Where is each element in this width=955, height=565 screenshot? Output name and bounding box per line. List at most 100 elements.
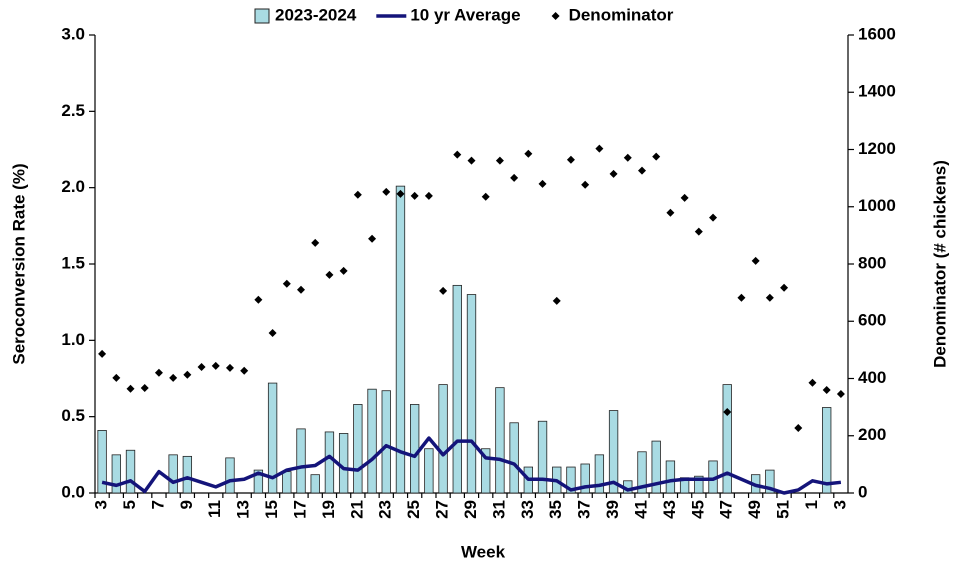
- x-tick-label: 19: [319, 500, 338, 519]
- point: [481, 192, 490, 201]
- bar: [310, 474, 320, 494]
- point: [353, 190, 362, 199]
- point: [282, 279, 291, 288]
- x-tick-label: 13: [234, 500, 253, 519]
- point: [112, 373, 121, 382]
- bar: [509, 422, 519, 494]
- legend-label: Denominator: [569, 5, 674, 24]
- bar: [765, 469, 775, 494]
- x-axis-title: Week: [461, 542, 506, 561]
- x-tick-label: 15: [262, 500, 281, 519]
- bar: [395, 185, 406, 494]
- x-tick-label: 5: [120, 500, 139, 509]
- bar: [324, 431, 335, 494]
- point: [822, 385, 831, 394]
- x-tick-label: 39: [603, 500, 622, 519]
- x-tick-label: 37: [575, 500, 594, 519]
- point: [254, 295, 263, 304]
- y2-tick-label: 1200: [858, 139, 896, 158]
- average-line: [101, 436, 842, 495]
- point: [424, 191, 433, 200]
- point: [396, 189, 405, 198]
- point: [98, 349, 107, 358]
- point: [225, 363, 234, 372]
- bar: [410, 404, 420, 494]
- point: [439, 286, 448, 295]
- y2-tick-label: 600: [858, 311, 886, 330]
- bar: [637, 451, 647, 494]
- y2-tick-label: 1400: [858, 82, 896, 101]
- bar: [822, 407, 832, 494]
- bar: [296, 428, 306, 494]
- point: [723, 407, 732, 416]
- point: [652, 152, 661, 161]
- x-tick-label: 29: [461, 500, 480, 519]
- bar: [381, 390, 391, 494]
- bar: [225, 457, 235, 494]
- bar: [125, 449, 136, 494]
- x-tick-label: 51: [774, 500, 793, 519]
- bar: [267, 382, 278, 494]
- x-tick-label: 31: [489, 500, 508, 519]
- y2-tick-label: 200: [858, 425, 886, 444]
- point: [268, 328, 277, 337]
- point: [538, 179, 547, 188]
- point: [751, 256, 760, 265]
- point: [339, 266, 348, 275]
- y-tick-label: 0.0: [61, 482, 85, 501]
- point: [552, 296, 561, 305]
- y-tick-label: 0.5: [61, 406, 85, 425]
- point: [637, 166, 646, 175]
- x-tick-label: 3: [830, 500, 849, 509]
- point: [325, 270, 334, 279]
- x-tick-label: 17: [290, 500, 309, 519]
- point: [510, 173, 519, 182]
- bar: [338, 433, 349, 494]
- y2-tick-label: 1000: [858, 196, 896, 215]
- point: [240, 366, 249, 375]
- point: [311, 238, 320, 247]
- point: [467, 156, 476, 165]
- point: [169, 373, 178, 382]
- x-tick-label: 47: [717, 500, 736, 519]
- point: [154, 368, 163, 377]
- bar: [481, 448, 491, 494]
- point: [140, 383, 149, 392]
- point: [211, 361, 220, 370]
- x-tick-label: 1: [802, 500, 821, 509]
- y2-tick-label: 0: [858, 482, 867, 501]
- point: [680, 193, 689, 202]
- x-tick-label: 41: [631, 500, 650, 519]
- y-axis-title: Seroconversion Rate (%): [9, 163, 28, 364]
- x-tick-label: 27: [433, 500, 452, 519]
- bar: [580, 463, 590, 494]
- point: [368, 234, 377, 243]
- y2-axis-title: Denominator (# chickens): [930, 160, 949, 368]
- x-tick-label: 33: [518, 500, 537, 519]
- point: [453, 150, 462, 159]
- point: [566, 155, 575, 164]
- point: [197, 363, 206, 372]
- point: [808, 378, 817, 387]
- bar: [282, 471, 292, 494]
- point: [780, 283, 789, 292]
- bar: [722, 384, 732, 494]
- bar: [694, 475, 704, 494]
- y-tick-label: 2.0: [61, 177, 85, 196]
- y-tick-label: 3.0: [61, 24, 85, 43]
- point: [609, 169, 618, 178]
- y2-tick-label: 800: [858, 253, 886, 272]
- bar: [438, 384, 448, 494]
- bar: [367, 388, 377, 494]
- x-tick-label: 3: [92, 500, 111, 509]
- bar: [537, 420, 548, 494]
- point: [297, 285, 306, 294]
- point: [410, 191, 419, 200]
- bar: [97, 430, 107, 494]
- point: [126, 384, 135, 393]
- point: [794, 424, 803, 433]
- x-tick-label: 25: [404, 500, 423, 519]
- x-tick-label: 7: [148, 500, 167, 509]
- bar: [651, 440, 661, 494]
